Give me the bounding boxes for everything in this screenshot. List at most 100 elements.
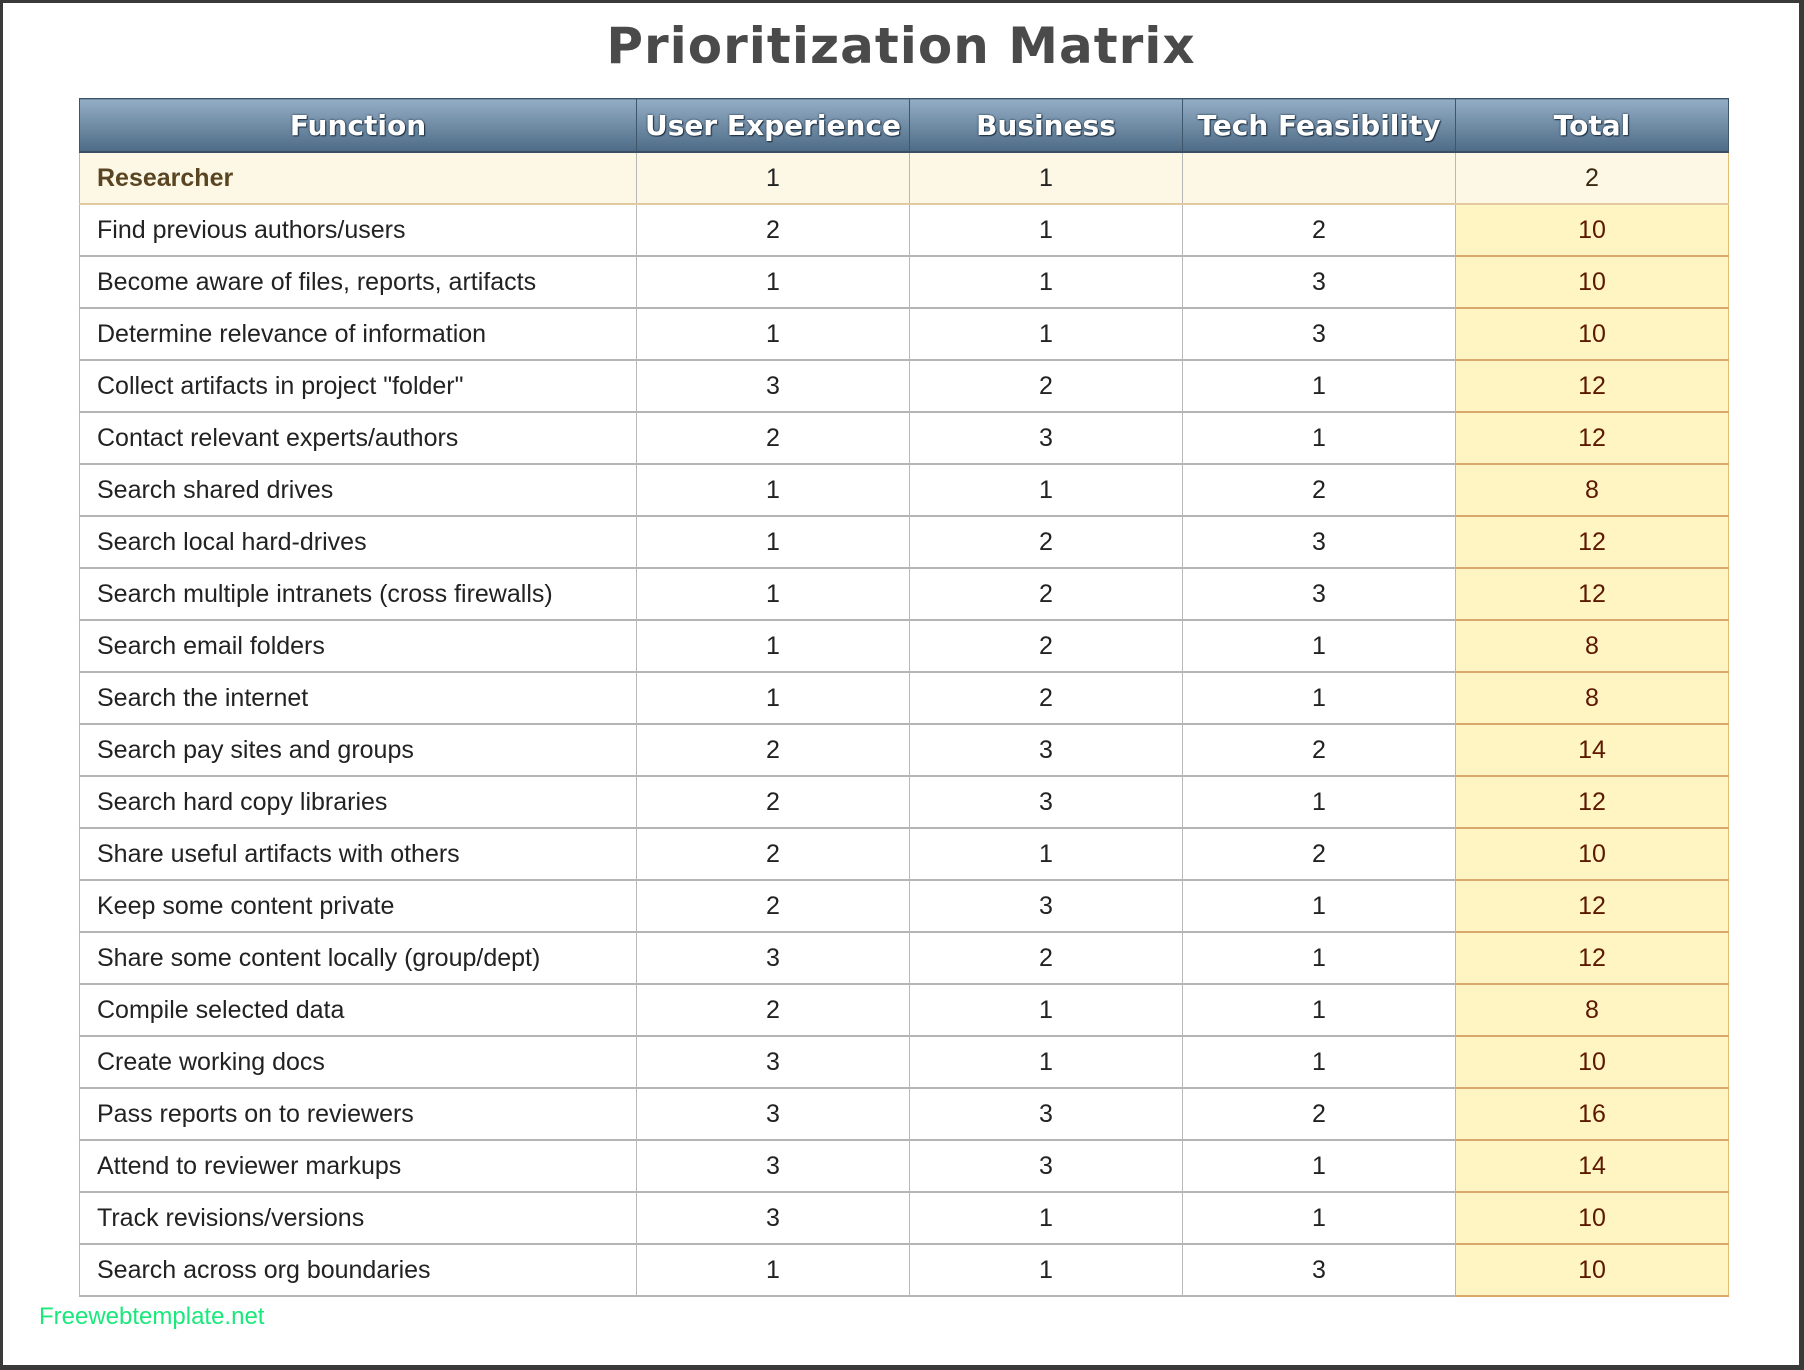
business-cell: 1 (909, 983, 1183, 1037)
total-cell: 12 (1455, 931, 1729, 985)
tech-cell: 1 (1182, 775, 1456, 829)
total-cell: 2 (1455, 151, 1729, 205)
table-row: Search across org boundaries 1 1 3 10 (79, 1243, 1729, 1297)
total-cell: 14 (1455, 723, 1729, 777)
ux-cell: 3 (636, 1087, 910, 1141)
table-row: Search pay sites and groups 2 3 2 14 (79, 723, 1729, 777)
function-cell: Share some content locally (group/dept) (79, 931, 637, 985)
ux-cell: 3 (636, 931, 910, 985)
function-cell: Keep some content private (79, 879, 637, 933)
business-cell: 1 (909, 1191, 1183, 1245)
ux-cell: 2 (636, 827, 910, 881)
total-cell: 12 (1455, 775, 1729, 829)
column-header-tech-feasibility: Tech Feasibility (1182, 98, 1456, 153)
business-cell: 2 (909, 671, 1183, 725)
business-cell: 1 (909, 307, 1183, 361)
function-cell: Track revisions/versions (79, 1191, 637, 1245)
total-cell: 10 (1455, 1035, 1729, 1089)
function-cell: Search local hard-drives (79, 515, 637, 569)
watermark: Freewebtemplate.net (39, 1303, 265, 1330)
column-header-user-experience: User Experience (636, 98, 910, 153)
ux-cell: 2 (636, 203, 910, 257)
business-cell: 1 (909, 827, 1183, 881)
ux-cell: 1 (636, 151, 910, 205)
group-row: Researcher 1 1 2 (79, 151, 1729, 205)
tech-cell (1182, 151, 1456, 205)
ux-cell: 3 (636, 1139, 910, 1193)
ux-cell: 1 (636, 1243, 910, 1297)
function-cell: Search across org boundaries (79, 1243, 637, 1297)
table-row: Create working docs 3 1 1 10 (79, 1035, 1729, 1089)
business-cell: 3 (909, 1087, 1183, 1141)
table-row: Share useful artifacts with others 2 1 2 10 (79, 827, 1729, 881)
tech-cell: 1 (1182, 619, 1456, 673)
ux-cell: 3 (636, 359, 910, 413)
total-cell: 8 (1455, 671, 1729, 725)
function-cell: Attend to reviewer markups (79, 1139, 637, 1193)
business-cell: 3 (909, 879, 1183, 933)
business-cell: 3 (909, 1139, 1183, 1193)
total-cell: 14 (1455, 1139, 1729, 1193)
function-cell: Pass reports on to reviewers (79, 1087, 637, 1141)
function-cell: Share useful artifacts with others (79, 827, 637, 881)
business-cell: 2 (909, 567, 1183, 621)
function-cell: Become aware of files, reports, artifact… (79, 255, 637, 309)
total-cell: 16 (1455, 1087, 1729, 1141)
tech-cell: 2 (1182, 1087, 1456, 1141)
business-cell: 3 (909, 775, 1183, 829)
tech-cell: 1 (1182, 359, 1456, 413)
ux-cell: 1 (636, 255, 910, 309)
ux-cell: 2 (636, 723, 910, 777)
function-cell: Search pay sites and groups (79, 723, 637, 777)
table-row: Share some content locally (group/dept) 3… (79, 931, 1729, 985)
table-row: Become aware of files, reports, artifact… (79, 255, 1729, 309)
business-cell: 2 (909, 619, 1183, 673)
ux-cell: 3 (636, 1035, 910, 1089)
tech-cell: 2 (1182, 463, 1456, 517)
tech-cell: 1 (1182, 671, 1456, 725)
business-cell: 1 (909, 203, 1183, 257)
tech-cell: 2 (1182, 827, 1456, 881)
business-cell: 3 (909, 411, 1183, 465)
table-row: Attend to reviewer markups 3 3 1 14 (79, 1139, 1729, 1193)
tech-cell: 3 (1182, 255, 1456, 309)
total-cell: 12 (1455, 879, 1729, 933)
tech-cell: 1 (1182, 931, 1456, 985)
table-row: Keep some content private 2 3 1 12 (79, 879, 1729, 933)
table-row: Search hard copy libraries 2 3 1 12 (79, 775, 1729, 829)
table-row: Search multiple intranets (cross firewal… (79, 567, 1729, 621)
tech-cell: 1 (1182, 879, 1456, 933)
total-cell: 12 (1455, 567, 1729, 621)
total-cell: 10 (1455, 203, 1729, 257)
ux-cell: 1 (636, 463, 910, 517)
business-cell: 2 (909, 515, 1183, 569)
business-cell: 1 (909, 255, 1183, 309)
function-cell: Contact relevant experts/authors (79, 411, 637, 465)
total-cell: 12 (1455, 515, 1729, 569)
ux-cell: 2 (636, 775, 910, 829)
ux-cell: 2 (636, 879, 910, 933)
business-cell: 1 (909, 1035, 1183, 1089)
table-row: Contact relevant experts/authors 2 3 1 12 (79, 411, 1729, 465)
page-title: Prioritization Matrix (606, 17, 1196, 75)
total-cell: 8 (1455, 983, 1729, 1037)
tech-cell: 1 (1182, 1035, 1456, 1089)
tech-cell: 3 (1182, 567, 1456, 621)
total-cell: 8 (1455, 619, 1729, 673)
function-cell: Search hard copy libraries (79, 775, 637, 829)
business-cell: 3 (909, 723, 1183, 777)
tech-cell: 3 (1182, 515, 1456, 569)
ux-cell: 2 (636, 411, 910, 465)
business-cell: 1 (909, 1243, 1183, 1297)
total-cell: 10 (1455, 255, 1729, 309)
prioritization-table: Function User Experience Business Tech F… (79, 98, 1729, 1297)
business-cell: 2 (909, 931, 1183, 985)
table-row: Search email folders 1 2 1 8 (79, 619, 1729, 673)
table-row: Search the internet 1 2 1 8 (79, 671, 1729, 725)
table-row: Compile selected data 2 1 1 8 (79, 983, 1729, 1037)
total-cell: 8 (1455, 463, 1729, 517)
tech-cell: 1 (1182, 983, 1456, 1037)
total-cell: 10 (1455, 1191, 1729, 1245)
function-cell: Search shared drives (79, 463, 637, 517)
table-row: Determine relevance of information 1 1 3 10 (79, 307, 1729, 361)
